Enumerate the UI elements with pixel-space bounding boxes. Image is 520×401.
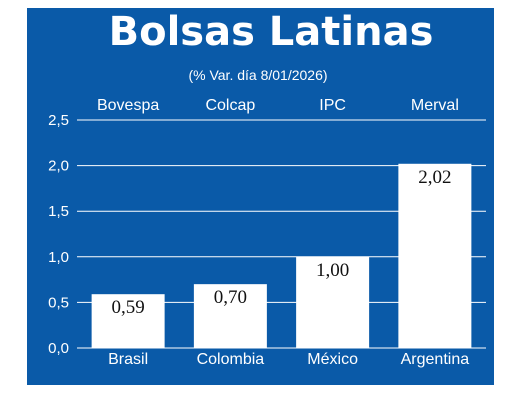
bars xyxy=(91,163,472,348)
chart-title: Bolsas Latinas xyxy=(109,9,434,55)
index-labels: Bovespa Colcap IPC Merval xyxy=(97,97,459,114)
category-label: México xyxy=(307,351,358,368)
y-tick-label: 0,5 xyxy=(48,294,69,311)
category-label: Brasil xyxy=(108,351,148,368)
bar xyxy=(296,256,370,348)
category-label: Colombia xyxy=(197,351,265,368)
y-tick-label: 2,5 xyxy=(48,112,69,129)
bar xyxy=(193,284,267,348)
category-label: Argentina xyxy=(401,351,470,368)
y-tick-label: 0,0 xyxy=(48,340,69,357)
data-label: 1,00 xyxy=(316,260,349,281)
category-labels: Brasil Colombia México Argentina xyxy=(108,351,469,368)
index-label: Bovespa xyxy=(97,97,159,114)
chart-subtitle: (% Var. día 8/01/2026) xyxy=(188,67,327,83)
index-label: IPC xyxy=(319,97,346,114)
index-label: Colcap xyxy=(205,97,255,114)
data-label: 0,59 xyxy=(112,297,145,318)
index-label: Merval xyxy=(411,97,459,114)
y-tick-label: 1,0 xyxy=(48,249,69,266)
bar xyxy=(398,163,472,348)
y-tick-label: 2,0 xyxy=(48,158,69,175)
bar xyxy=(91,294,165,348)
value-labels: 0,59 0,70 1,00 2,02 xyxy=(112,167,452,318)
data-label: 2,02 xyxy=(418,167,451,188)
y-tick-label: 1,5 xyxy=(48,203,69,220)
y-axis-ticks: 0,0 0,5 1,0 1,5 2,0 2,5 xyxy=(48,112,69,357)
data-label: 0,70 xyxy=(214,287,247,308)
